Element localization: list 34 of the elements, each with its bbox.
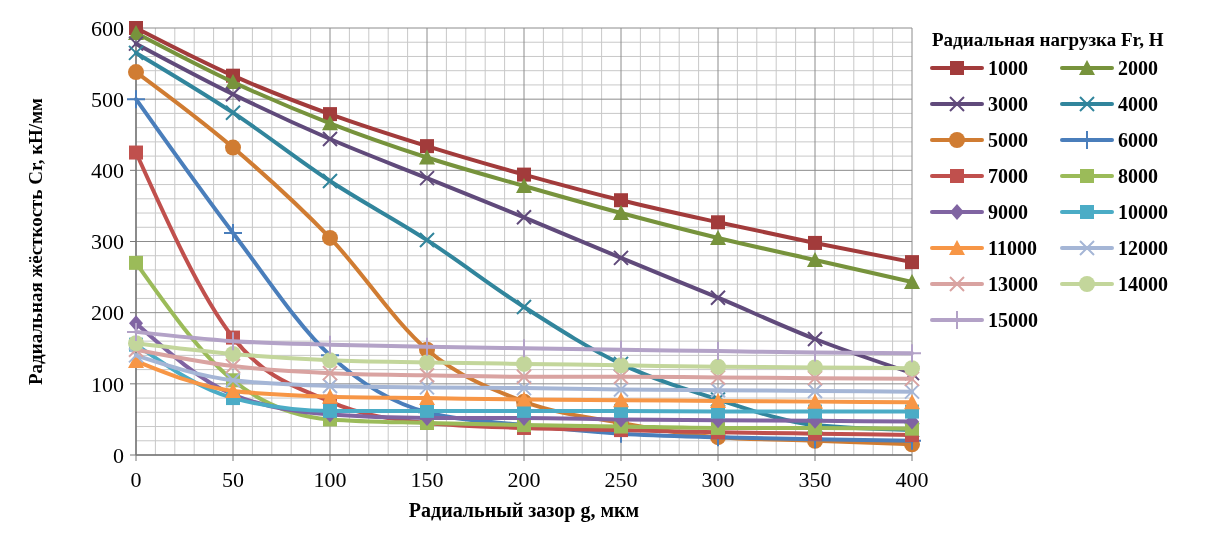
legend-label: 12000 — [1118, 237, 1168, 259]
x-axis-title: Радиальный зазор g, мкм — [408, 499, 640, 522]
legend-label: 8000 — [1118, 165, 1158, 187]
legend-label: 4000 — [1118, 93, 1158, 115]
y-tick-label: 500 — [91, 86, 124, 112]
legend-label: 1000 — [988, 57, 1028, 79]
legend-label: 2000 — [1118, 57, 1158, 79]
legend-label: 15000 — [988, 309, 1038, 331]
legend-label: 13000 — [988, 273, 1038, 295]
x-tick-label: 350 — [798, 467, 832, 492]
legend-label: 10000 — [1118, 201, 1168, 223]
legend-label: 5000 — [988, 129, 1028, 151]
x-tick-label: 300 — [701, 467, 735, 492]
legend-title: Радиальная нагрузка Fr, Н — [932, 29, 1164, 50]
y-axis-title: Радиальная жёсткость Cr, кН/мм — [25, 97, 46, 386]
x-tick-label: 150 — [410, 467, 444, 492]
legend-label: 9000 — [988, 201, 1028, 223]
x-tick-label: 0 — [130, 467, 142, 492]
y-tick-label: 400 — [91, 158, 124, 184]
x-tick-label: 200 — [507, 467, 541, 492]
x-tick-label: 250 — [604, 467, 638, 492]
y-tick-label: 100 — [91, 371, 124, 397]
x-tick-label: 400 — [895, 467, 929, 492]
legend-label: 6000 — [1118, 129, 1158, 151]
legend-label: 11000 — [988, 237, 1037, 259]
x-tick-label: 100 — [313, 467, 347, 492]
legend-label: 14000 — [1118, 273, 1168, 295]
x-tick-label: 50 — [222, 467, 244, 492]
legend-label: 3000 — [988, 93, 1028, 115]
y-tick-label: 0 — [113, 442, 124, 468]
legend-label: 7000 — [988, 165, 1028, 187]
y-tick-label: 200 — [91, 300, 124, 326]
y-tick-label: 300 — [91, 229, 124, 255]
y-tick-label: 600 — [91, 15, 124, 41]
